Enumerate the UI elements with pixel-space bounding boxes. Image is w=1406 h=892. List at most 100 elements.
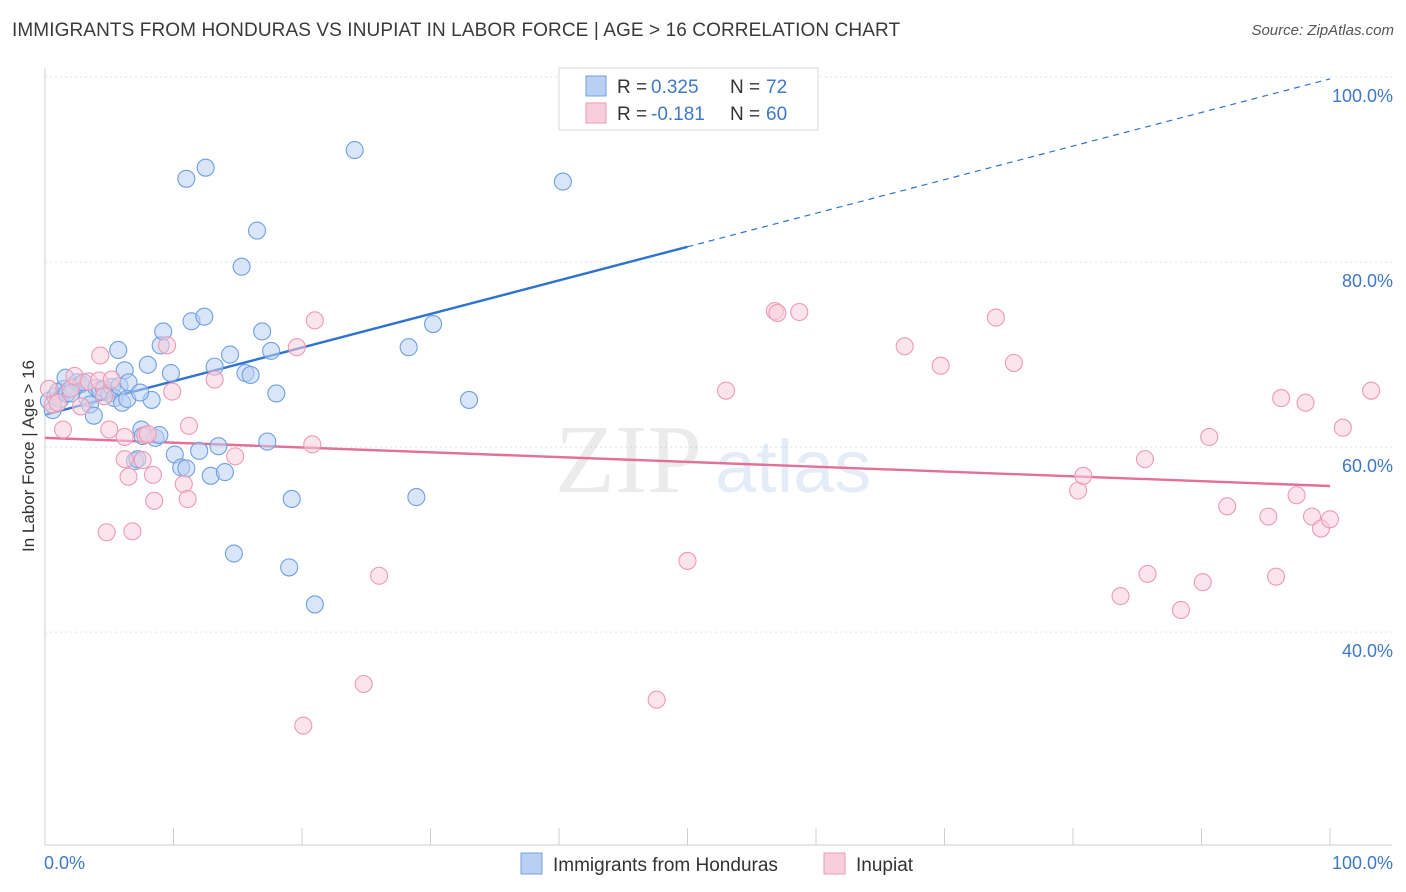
data-point <box>303 435 322 454</box>
x-tick-label-right: 100.0% <box>1332 853 1393 873</box>
x-tick-label-left: 0.0% <box>44 853 85 873</box>
legend-n-label: N = <box>730 77 760 98</box>
data-point <box>232 257 251 276</box>
trend-line-extension <box>687 78 1331 248</box>
data-point <box>1004 353 1023 372</box>
data-point <box>370 566 389 585</box>
data-point <box>1135 450 1155 469</box>
data-point <box>143 465 162 484</box>
data-point <box>1074 466 1093 485</box>
data-point <box>790 302 809 322</box>
series-honduras-points <box>39 67 581 614</box>
data-point <box>1272 389 1291 408</box>
data-point <box>305 311 324 330</box>
data-point <box>115 427 134 446</box>
data-point <box>1302 507 1322 526</box>
legend-r-value: -0.181 <box>651 104 705 125</box>
data-point <box>282 489 301 508</box>
data-point <box>678 551 697 570</box>
data-point <box>220 345 240 364</box>
chart-title: IMMIGRANTS FROM HONDURAS VS INUPIAT IN L… <box>12 20 901 41</box>
data-point <box>195 307 214 326</box>
data-point <box>931 356 950 375</box>
data-point <box>895 337 914 356</box>
y-tick-label: 100.0% <box>1332 86 1393 106</box>
data-point <box>253 322 272 341</box>
trend-line <box>44 245 688 416</box>
data-point <box>986 308 1005 327</box>
legend-r-label: R = <box>617 104 647 125</box>
legend-series-name: Inupiat <box>856 855 914 876</box>
data-point <box>1296 393 1315 412</box>
data-point <box>84 406 103 425</box>
data-point <box>97 523 116 542</box>
data-point <box>131 383 150 402</box>
legend-n-label: N = <box>730 104 760 125</box>
data-point <box>178 489 197 508</box>
data-point <box>459 390 479 409</box>
data-point <box>163 382 182 401</box>
data-point <box>53 420 73 439</box>
data-point <box>48 393 67 412</box>
y-tick-label: 80.0% <box>1342 271 1393 291</box>
legend-r-value: 0.325 <box>651 77 699 98</box>
data-point <box>123 522 142 541</box>
legend-series: Immigrants from Honduras Inupiat <box>520 852 914 876</box>
data-point <box>553 172 572 191</box>
data-point <box>1259 507 1278 526</box>
series-inupiat-points <box>39 302 1381 735</box>
legend-n-value: 60 <box>766 104 787 125</box>
trend-line <box>44 436 1331 488</box>
data-point <box>145 491 164 510</box>
data-point <box>1320 510 1340 529</box>
data-point <box>716 381 736 400</box>
data-point <box>407 488 426 507</box>
data-point <box>177 169 196 188</box>
data-point <box>209 437 228 456</box>
data-point <box>647 690 666 709</box>
legend-swatch <box>585 75 607 97</box>
data-point <box>354 674 373 694</box>
data-point <box>258 432 277 451</box>
data-point <box>1333 418 1352 437</box>
data-point <box>1111 587 1130 606</box>
data-point <box>305 595 324 614</box>
data-point <box>1266 567 1286 586</box>
legend-swatch <box>585 102 607 124</box>
legend-n-value: 72 <box>766 77 787 98</box>
data-point <box>424 315 443 334</box>
data-point <box>262 341 281 360</box>
y-tick-label: 40.0% <box>1342 641 1393 661</box>
data-point <box>95 387 114 406</box>
y-tick-label: 60.0% <box>1342 456 1393 476</box>
data-point <box>161 364 180 383</box>
data-point <box>247 221 267 240</box>
data-point <box>1171 600 1190 620</box>
data-point <box>1138 564 1157 583</box>
data-point <box>119 467 138 486</box>
data-point <box>1193 573 1212 592</box>
data-point <box>224 544 243 563</box>
data-point <box>174 475 193 494</box>
legend-r-label: R = <box>617 77 647 98</box>
data-point <box>215 463 234 482</box>
grid-lines <box>45 76 1392 633</box>
data-point <box>133 451 152 470</box>
data-point <box>190 441 209 460</box>
axes <box>44 68 1392 846</box>
data-point <box>109 340 128 360</box>
data-point <box>287 338 306 357</box>
data-point <box>1200 427 1219 446</box>
legend-stats: R = 0.325 N = 72 R = -0.181 N = 60 <box>558 67 819 131</box>
data-point <box>179 416 198 435</box>
data-point <box>1362 381 1381 400</box>
data-point <box>138 355 157 374</box>
legend-series-swatch <box>520 852 543 875</box>
watermark: ZIP atlas <box>555 406 871 514</box>
tick-labels: 40.0% 60.0% 80.0% 100.0% 0.0% 100.0% <box>44 86 1393 873</box>
data-point <box>1287 486 1306 505</box>
data-point <box>280 558 299 577</box>
data-point <box>138 425 157 444</box>
data-point <box>196 158 215 177</box>
